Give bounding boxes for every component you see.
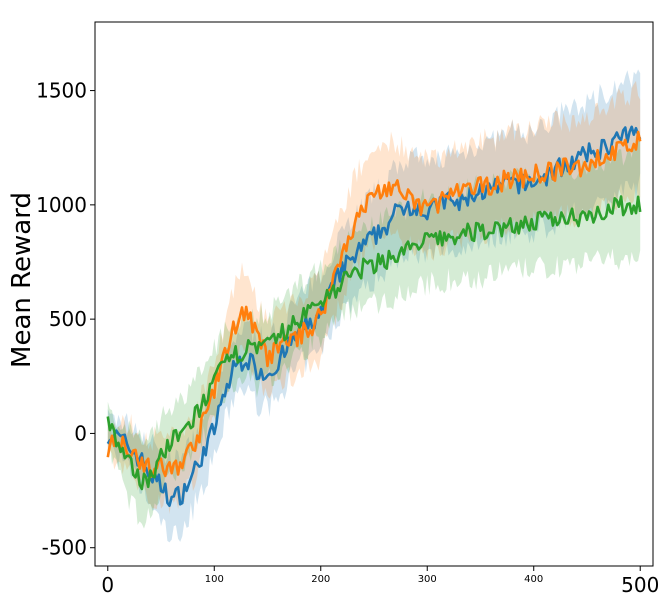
plot-frame xyxy=(94,21,654,567)
series-2-band xyxy=(107,80,641,515)
x-tick-label: 300 xyxy=(418,574,437,585)
y-tick-label: -500 xyxy=(42,536,87,560)
series-lines xyxy=(106,125,642,508)
series-3-band xyxy=(107,140,641,529)
y-tick-label: 1500 xyxy=(36,79,87,103)
series-2-line xyxy=(106,130,642,479)
y-tick-label: 0 xyxy=(74,421,87,445)
x-tick-label: 0 xyxy=(101,573,114,597)
x-tick-label: 400 xyxy=(524,574,543,585)
x-axis: 0 100 200 300 400 500 xyxy=(101,566,659,597)
series-3-line xyxy=(106,195,642,491)
series-1-band xyxy=(107,69,641,543)
y-tick-label: 500 xyxy=(49,307,87,331)
x-tick-label: 200 xyxy=(311,574,330,585)
y-axis: -500 0 500 1000 1500 xyxy=(36,79,95,560)
plot-area xyxy=(95,22,653,566)
confidence-bands xyxy=(107,69,641,543)
y-axis-label: Mean Reward xyxy=(7,192,37,368)
x-tick-label: 100 xyxy=(205,574,224,585)
y-tick-label: 1000 xyxy=(36,193,87,217)
x-tick-label: 500 xyxy=(621,573,659,597)
